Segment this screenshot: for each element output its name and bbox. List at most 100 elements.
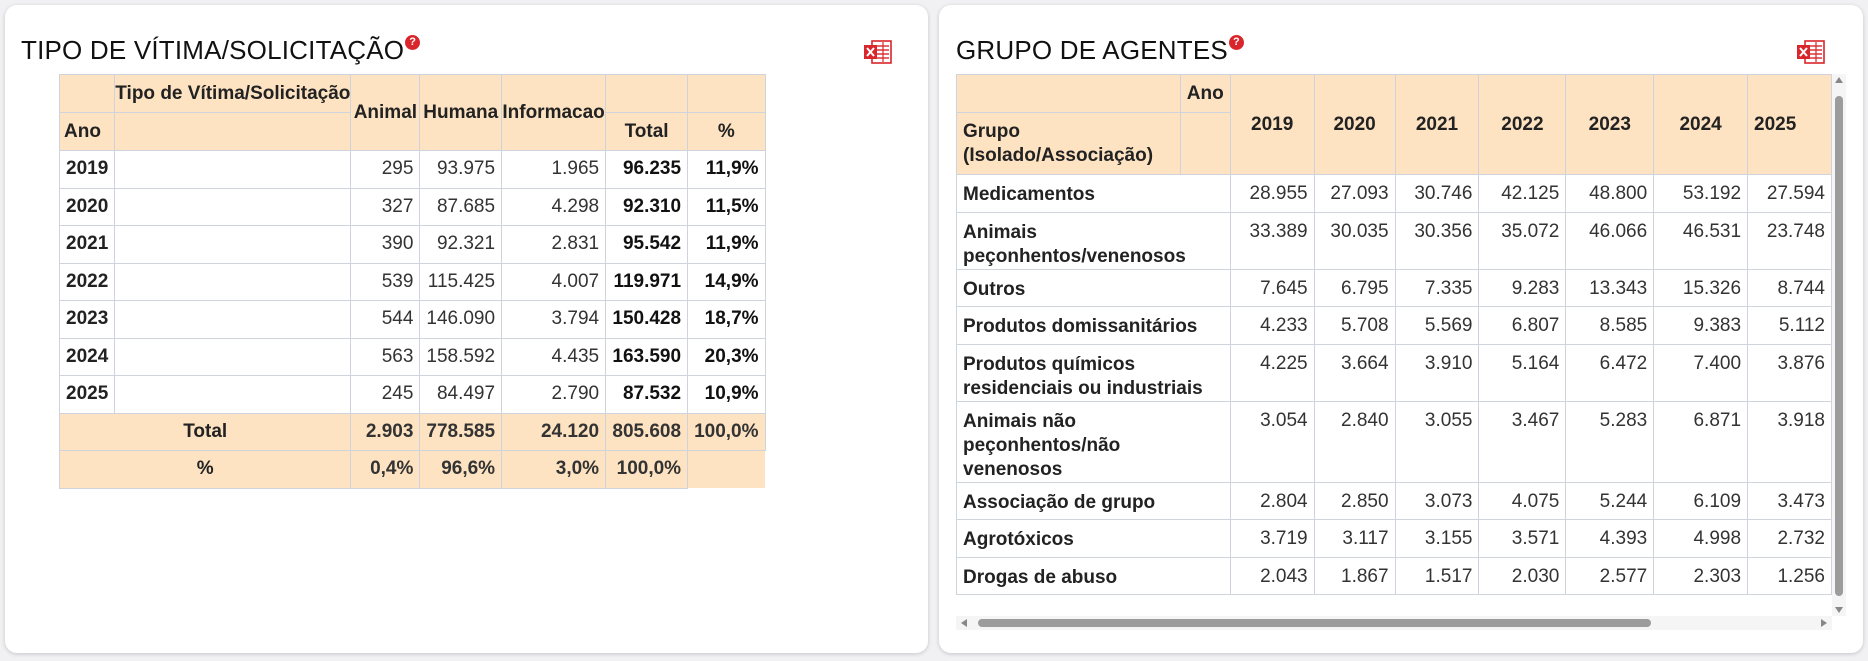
cell-total: 96.235: [605, 150, 689, 189]
cell-info: 1.965: [501, 150, 607, 189]
table-row: Produtos químicos residenciais ou indust…: [956, 343, 1832, 402]
horizontal-scrollbar[interactable]: [956, 616, 1832, 630]
tipo-vitima-title-text: TIPO DE VÍTIMA/SOLICITAÇÃO: [21, 35, 405, 65]
row-blank: [114, 300, 352, 339]
cell-pct: 11,9%: [687, 225, 766, 264]
excel-export-icon[interactable]: [863, 38, 893, 66]
grupo-scroll-area[interactable]: Ano 2019 2020 2021 2022 2023 2024 2025 G…: [956, 74, 1832, 616]
col-header-2023[interactable]: 2023: [1565, 74, 1655, 175]
cell-value: 53.192: [1653, 174, 1749, 213]
cell-pct: 11,5%: [687, 187, 766, 226]
cell-value: 3.155: [1394, 519, 1480, 558]
cell-value: 5.112: [1747, 306, 1832, 345]
col-header-2021[interactable]: 2021: [1394, 74, 1480, 175]
cell-value: 5.164: [1478, 343, 1567, 402]
vertical-scrollbar[interactable]: [1832, 74, 1846, 616]
col-header-2019[interactable]: 2019: [1229, 74, 1315, 175]
table-row: Animais não peçonhentos/não venenosos 3.0…: [956, 400, 1832, 483]
cell-value: 2.303: [1653, 556, 1749, 595]
question-circle-icon[interactable]: ?: [405, 35, 421, 50]
table-row: Outros 7.645 6.795 7.335 9.283 13.343 15.326 8.…: [956, 268, 1832, 307]
cell-pct: 11,9%: [687, 150, 766, 189]
table-row: Drogas de abuso 2.043 1.867 1.517 2.030 2.577…: [956, 556, 1832, 595]
cell-info: 4.298: [501, 187, 607, 226]
table-row: 2022 539 115.425 4.007 119.971 14,9%: [58, 262, 766, 301]
row-grupo-label: Outros: [956, 268, 1231, 307]
col-header-informacao[interactable]: Informacao: [501, 74, 607, 151]
col-header-pct[interactable]: %: [687, 112, 766, 151]
cell-pct: 18,7%: [687, 300, 766, 339]
tipo-vitima-table: Tipo de Vítima/Solicitação Animal Humana…: [58, 74, 766, 489]
excel-export-icon[interactable]: [1796, 38, 1826, 66]
col-header-total[interactable]: Total: [605, 112, 689, 151]
table-row: Animais peçonhentos/venenosos 33.389 30.03…: [956, 211, 1832, 270]
col-header-2022[interactable]: 2022: [1478, 74, 1567, 175]
cell-total: 92.310: [605, 187, 689, 226]
cell-value: 4.393: [1565, 519, 1655, 558]
scroll-up-arrow-icon[interactable]: [1835, 77, 1843, 83]
row-header-ano: Ano: [58, 112, 116, 151]
cell-value: 3.876: [1747, 343, 1832, 402]
cell-value: 2.804: [1229, 481, 1315, 520]
scroll-left-arrow-icon[interactable]: [961, 619, 967, 627]
question-circle-icon[interactable]: ?: [1228, 35, 1244, 50]
row-year: 2025: [58, 375, 116, 414]
cell-value: 6.472: [1565, 343, 1655, 402]
total-row: Total 2.903 778.585 24.120 805.608 100,0…: [58, 412, 766, 451]
row-blank: [114, 337, 352, 376]
col-header-2020[interactable]: 2020: [1313, 74, 1396, 175]
cell-animal: 390: [350, 225, 421, 264]
grupo-agentes-table: Ano 2019 2020 2021 2022 2023 2024 2025 G…: [956, 74, 1832, 595]
cell-value: 3.719: [1229, 519, 1315, 558]
scroll-right-arrow-icon[interactable]: [1821, 619, 1827, 627]
scroll-down-arrow-icon[interactable]: [1835, 607, 1843, 613]
grupo-corner-blank: [956, 74, 1181, 113]
table-row: Medicamentos 28.955 27.093 30.746 42.125 48.8…: [956, 174, 1832, 213]
cell-value: 8.585: [1565, 306, 1655, 345]
table-row: Produtos domissanitários 4.233 5.708 5.569 6…: [956, 306, 1832, 345]
cell-total: 87.532: [605, 375, 689, 414]
grupo-header-blank: [1179, 112, 1231, 175]
col-header-2024[interactable]: 2024: [1653, 74, 1749, 175]
pct-animal: 0,4%: [350, 450, 421, 489]
table-row: 2019 295 93.975 1.965 96.235 11,9%: [58, 150, 766, 189]
col-header-blank: [605, 74, 689, 113]
col-header-humana[interactable]: Humana: [419, 74, 503, 151]
cell-animal: 245: [350, 375, 421, 414]
row-blank: [114, 187, 352, 226]
cell-value: 46.066: [1565, 211, 1655, 270]
grupo-agentes-title: GRUPO DE AGENTES?: [956, 35, 1244, 66]
col-header-2025[interactable]: 2025: [1747, 74, 1832, 175]
cell-humana: 93.975: [419, 150, 503, 189]
vertical-scroll-thumb[interactable]: [1835, 96, 1843, 596]
row-grupo-label: Produtos químicos residenciais ou indust…: [956, 343, 1231, 402]
pct-row-label: %: [58, 450, 352, 489]
cell-value: 7.400: [1653, 343, 1749, 402]
row-grupo-label: Animais não peçonhentos/não venenosos: [956, 400, 1231, 483]
cell-animal: 295: [350, 150, 421, 189]
cell-value: 1.256: [1747, 556, 1832, 595]
table-row: 2020 327 87.685 4.298 92.310 11,5%: [58, 187, 766, 226]
cell-pct: 10,9%: [687, 375, 766, 414]
cell-value: 3.117: [1313, 519, 1396, 558]
total-info: 24.120: [501, 412, 607, 451]
pct-total: 100,0%: [605, 450, 689, 489]
total-pct: 100,0%: [687, 412, 766, 451]
cell-value: 6.109: [1653, 481, 1749, 520]
col-header-animal[interactable]: Animal: [350, 74, 421, 151]
cell-value: 13.343: [1565, 268, 1655, 307]
cell-animal: 544: [350, 300, 421, 339]
cell-value: 3.473: [1747, 481, 1832, 520]
cell-value: 3.073: [1394, 481, 1480, 520]
horizontal-scroll-thumb[interactable]: [978, 619, 1651, 627]
total-animal: 2.903: [350, 412, 421, 451]
cell-value: 5.569: [1394, 306, 1480, 345]
cell-total: 95.542: [605, 225, 689, 264]
row-blank: [114, 150, 352, 189]
row-grupo-label: Produtos domissanitários: [956, 306, 1231, 345]
cell-animal: 327: [350, 187, 421, 226]
pct-info: 3,0%: [501, 450, 607, 489]
cell-value: 27.093: [1313, 174, 1396, 213]
cell-animal: 563: [350, 337, 421, 376]
tipo-header-corner: Tipo de Vítima/Solicitação: [114, 74, 352, 113]
